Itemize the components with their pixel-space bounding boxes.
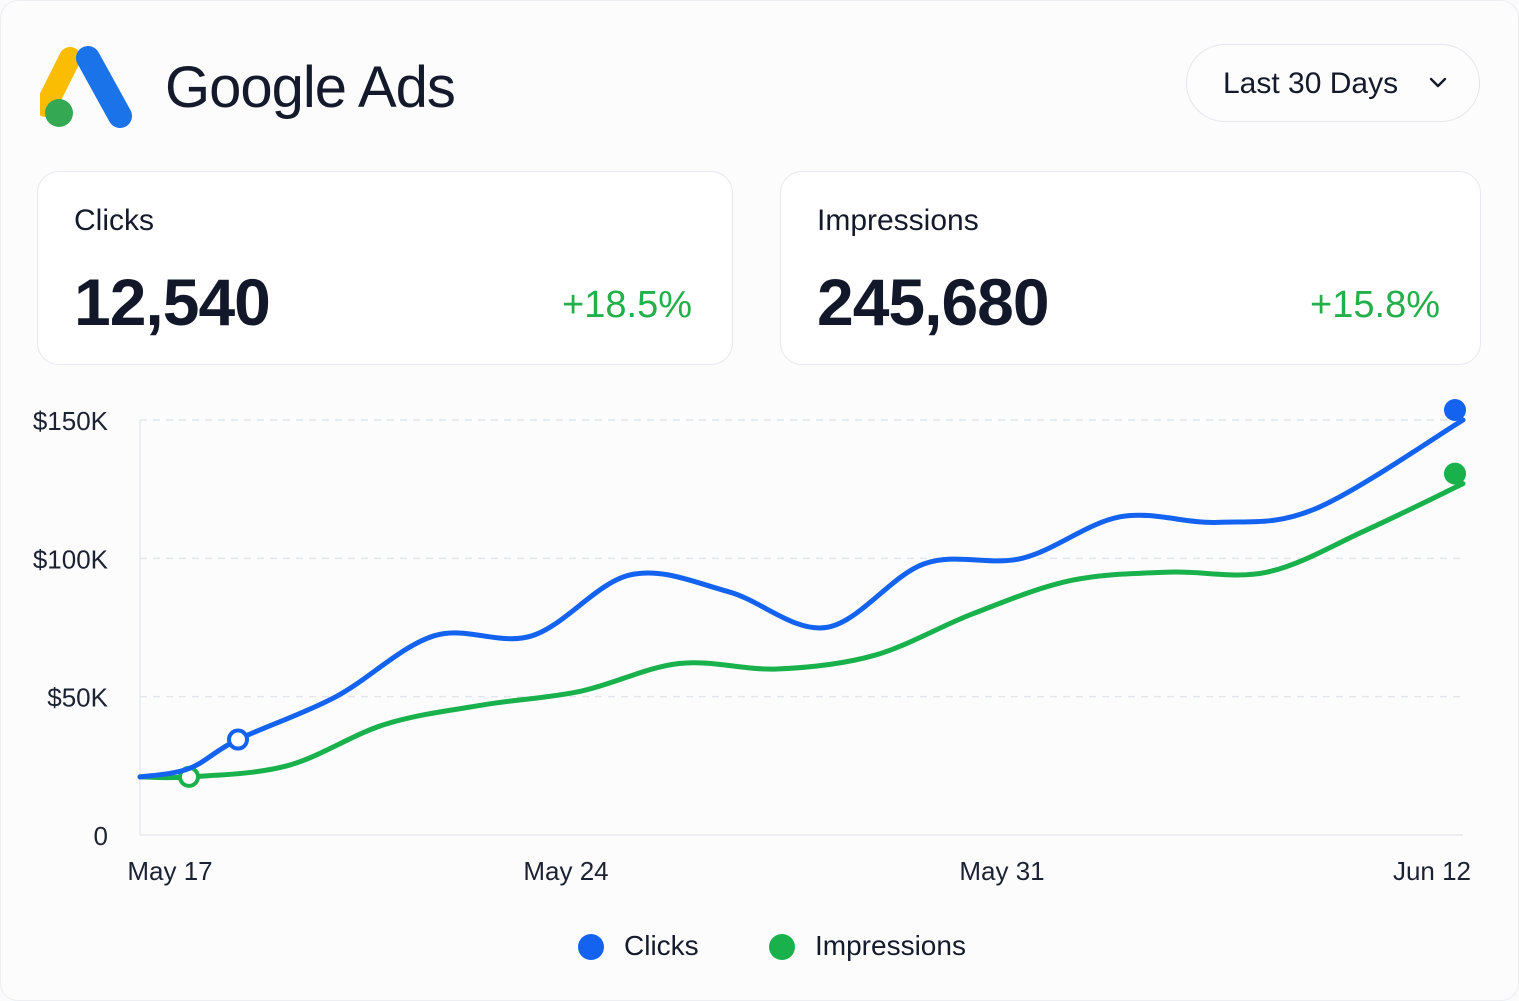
y-tick-label: 0 [94,821,108,851]
series-line-clicks [137,417,1466,780]
series-line-impressions [137,481,1466,781]
legend-swatch-clicks [578,934,604,960]
chart-legend: Clicks Impressions [0,926,1519,970]
legend-item-impressions[interactable]: Impressions [769,926,989,970]
y-tick-label: $100K [33,544,109,574]
legend-label-impressions: Impressions [815,930,966,961]
date-range-label: Last 30 Days [1223,67,1399,100]
clicks-card-title: Clicks [74,204,154,237]
clicks-card-change: +18.5% [562,284,692,326]
brand-title: Google Ads [165,55,456,120]
y-tick-label: $50K [47,683,108,713]
impressions-card[interactable]: Impressions 245,680 +15.8% [780,171,1481,365]
x-tick-label: May 17 [127,856,212,886]
point-marker-clicks [227,728,249,751]
end-marker-impressions [1444,462,1466,485]
x-tick-label: May 24 [523,856,608,886]
impressions-card-title: Impressions [817,204,979,237]
chevron-down-icon [1429,77,1447,88]
google-ads-logo [40,46,132,128]
legend-label-clicks: Clicks [624,930,699,961]
clicks-card[interactable]: Clicks 12,540 +18.5% [37,171,733,365]
y-tick-label: $150K [33,406,109,436]
header: Google Ads Last 30 Days [40,40,1480,130]
impressions-card-value: 245,680 [817,265,1050,339]
clicks-card-value: 12,540 [74,265,271,339]
x-tick-label: Jun 12 [1393,856,1471,886]
x-tick-label: May 31 [959,856,1044,886]
date-range-dropdown[interactable]: Last 30 Days [1186,44,1480,122]
end-marker-clicks [1444,399,1466,421]
line-chart: 0 $50K $100K $150K May 17 May 24 May 31 Jun 12 [33,399,1471,886]
legend-swatch-impressions [769,934,795,960]
impressions-card-change: +15.8% [1310,284,1440,326]
legend-item-clicks[interactable]: Clicks [578,926,728,970]
